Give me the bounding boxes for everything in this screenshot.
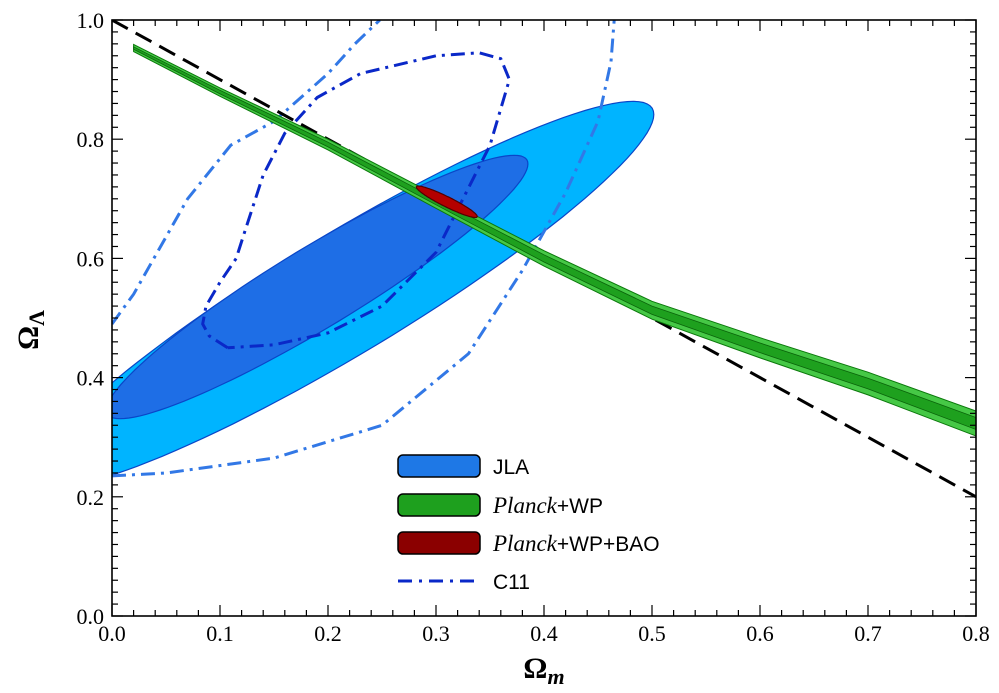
x-tick-label: 0.2 [314,621,342,646]
legend-label: C11 [493,571,530,594]
x-tick-label: 0.8 [962,621,990,646]
c11-contour-2sigma-left [112,20,381,325]
x-tick-label: 0.4 [530,621,558,646]
legend-label: Planck+WP+BAO [492,531,660,556]
x-tick-label: 0.7 [854,621,882,646]
x-axis-title: Ωm [523,652,564,689]
axis-ticks [111,19,977,617]
x-tick-label: 0.6 [746,621,774,646]
legend-swatch [397,493,481,517]
x-tick-label: 0.0 [98,621,126,646]
legend-label: Planck+WP [492,493,603,518]
y-tick-label: 0.2 [77,485,105,510]
legend-swatch [397,454,481,478]
plot-area [112,20,976,499]
x-tick-label: 0.5 [638,621,666,646]
x-tick-label: 0.1 [206,621,234,646]
legend-swatch [397,531,481,555]
x-tick-label: 0.3 [422,621,450,646]
planck-wp-bao-contour [415,185,478,219]
legend-label: JLA [493,456,529,479]
tick-labels: 0.0 0.1 0.2 0.3 0.4 0.5 0.6 0.7 0.8 0.0 0.2 0.4 0.6 0… [77,8,990,646]
y-tick-label: 0.8 [77,127,105,152]
y-axis-title: ΩΛ [12,310,49,350]
y-tick-label: 1.0 [77,8,105,33]
y-tick-label: 0.0 [77,604,105,629]
jla-contour-1sigma [112,154,529,420]
legend: JLA Planck+WP Planck+WP+BAO C11 [397,454,660,594]
c11-contour-2sigma [112,20,616,478]
y-tick-label: 0.6 [77,246,105,271]
c11-contour-1sigma [201,51,511,350]
y-tick-label: 0.4 [77,366,105,391]
